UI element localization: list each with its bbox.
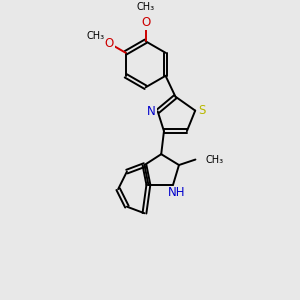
Text: CH₃: CH₃ (205, 154, 224, 164)
Text: O: O (141, 16, 150, 28)
Text: CH₃: CH₃ (136, 2, 155, 12)
Text: NH: NH (168, 187, 185, 200)
Text: S: S (198, 104, 206, 117)
Text: CH₃: CH₃ (87, 31, 105, 40)
Text: N: N (147, 105, 156, 118)
Text: O: O (104, 37, 114, 50)
